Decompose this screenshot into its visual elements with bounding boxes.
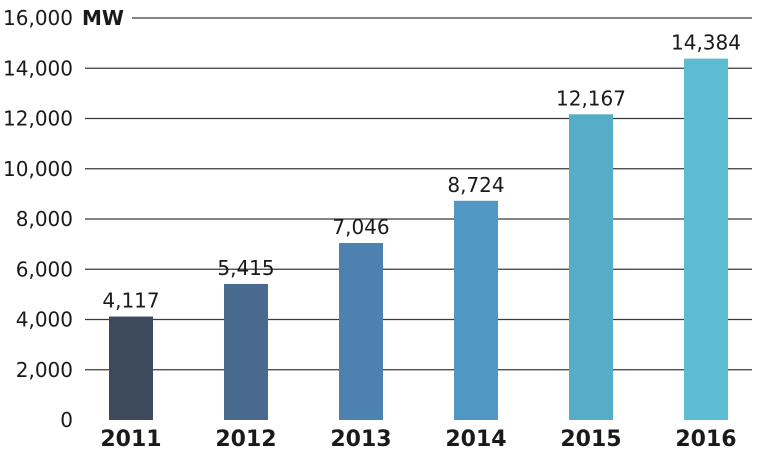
y-tick-label: 2,000 bbox=[16, 358, 73, 382]
bars bbox=[109, 58, 728, 421]
value-label-2015: 12,167 bbox=[556, 86, 626, 110]
bar-2014 bbox=[454, 200, 498, 420]
gridlines bbox=[85, 17, 752, 371]
bar-2013 bbox=[339, 242, 383, 420]
y-tick-label: 6,000 bbox=[16, 257, 73, 281]
x-tick-label-2012: 2012 bbox=[215, 427, 276, 452]
unit-label: MW bbox=[82, 6, 124, 30]
value-label-2016: 14,384 bbox=[671, 31, 741, 55]
value-label-2014: 8,724 bbox=[447, 173, 504, 197]
y-tick-label: 4,000 bbox=[16, 308, 73, 332]
bar-2015 bbox=[569, 114, 613, 420]
x-tick-label-2016: 2016 bbox=[675, 427, 736, 452]
x-tick-label-2014: 2014 bbox=[445, 427, 506, 452]
bar-2011 bbox=[109, 316, 153, 420]
x-tick-label-2013: 2013 bbox=[330, 427, 391, 452]
y-tick-label: 10,000 bbox=[3, 157, 73, 181]
bar-2012 bbox=[224, 283, 268, 420]
y-tick-label: 8,000 bbox=[16, 207, 73, 231]
y-axis-ticks: 0 2,000 4,000 6,000 8,000 10,000 12,000 14,000 1… bbox=[3, 6, 73, 432]
x-axis-ticks: 2011 2012 2013 2014 2015 2016 bbox=[100, 427, 736, 452]
y-tick-label: 16,000 bbox=[3, 6, 73, 30]
value-label-2012: 5,415 bbox=[217, 256, 274, 280]
x-tick-label-2011: 2011 bbox=[100, 427, 161, 452]
value-label-2013: 7,046 bbox=[332, 215, 389, 239]
y-tick-label: 14,000 bbox=[3, 56, 73, 80]
y-tick-label: 12,000 bbox=[3, 107, 73, 131]
value-label-2011: 4,117 bbox=[102, 289, 159, 313]
bar-2016 bbox=[684, 58, 728, 421]
y-tick-label: 0 bbox=[60, 408, 73, 432]
x-tick-label-2015: 2015 bbox=[560, 427, 621, 452]
value-labels: 4,117 5,415 7,046 8,724 12,167 14,384 bbox=[102, 31, 741, 313]
